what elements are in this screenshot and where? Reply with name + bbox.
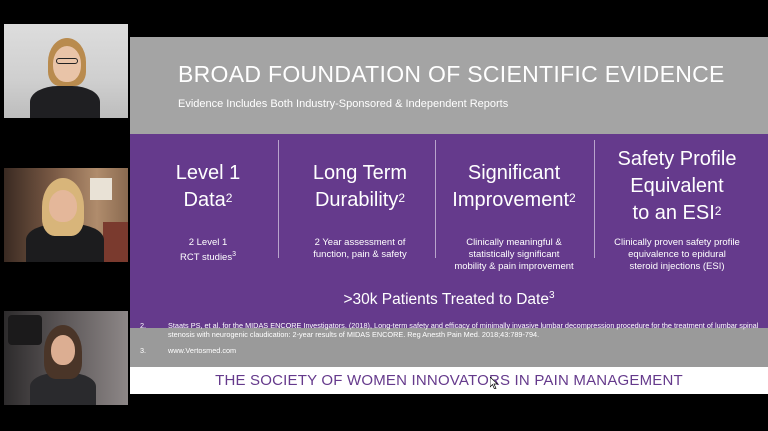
patients-treated-banner: >30k Patients Treated to Date3	[343, 290, 555, 309]
slide-title: BROAD FOUNDATION OF SCIENTIFIC EVIDENCE	[178, 61, 725, 87]
participant-figure	[4, 24, 128, 118]
participant-video-2[interactable]	[4, 168, 128, 262]
column-divider	[278, 140, 279, 258]
evidence-panel: Level 1 Data2 2 Level 1 RCT studies3 Lon…	[130, 134, 768, 328]
column-heading: Long Term Durability2	[312, 162, 408, 211]
evidence-column-safety: Safety Profile Equivalent to an ESI2 Cli…	[592, 138, 762, 274]
column-heading: Safety Profile Equivalent to an ESI2	[617, 148, 737, 224]
participant-figure	[4, 168, 128, 262]
participant-video-1[interactable]	[4, 24, 128, 118]
column-description: Clinically meaningful & statistically si…	[454, 237, 574, 272]
evidence-column-level1: Level 1 Data2 2 Level 1 RCT studies3	[130, 138, 286, 274]
footer-organization: THE SOCIETY OF WOMEN INNOVATORS IN PAIN …	[215, 372, 683, 389]
column-heading: Significant Improvement2	[452, 162, 576, 211]
column-description: 2 Year assessment of function, pain & sa…	[313, 237, 407, 260]
slide-subtitle: Evidence Includes Both Industry-Sponsore…	[178, 98, 509, 110]
presentation-slide: BROAD FOUNDATION OF SCIENTIFIC EVIDENCE …	[130, 37, 768, 394]
evidence-column-durability: Long Term Durability2 2 Year assessment …	[282, 138, 438, 274]
participant-video-3[interactable]	[4, 311, 128, 405]
slide-header: BROAD FOUNDATION OF SCIENTIFIC EVIDENCE …	[130, 37, 768, 134]
participant-figure	[4, 311, 128, 405]
slide-footer: THE SOCIETY OF WOMEN INNOVATORS IN PAIN …	[130, 367, 768, 394]
column-description: Clinically proven safety profile equival…	[614, 237, 740, 272]
column-description: 2 Level 1 RCT studies3	[180, 237, 236, 264]
evidence-column-improvement: Significant Improvement2 Clinically mean…	[436, 138, 592, 274]
mouse-cursor-icon	[490, 377, 498, 389]
column-heading: Level 1 Data2	[175, 162, 241, 211]
column-divider	[435, 140, 436, 258]
column-divider	[594, 140, 595, 258]
